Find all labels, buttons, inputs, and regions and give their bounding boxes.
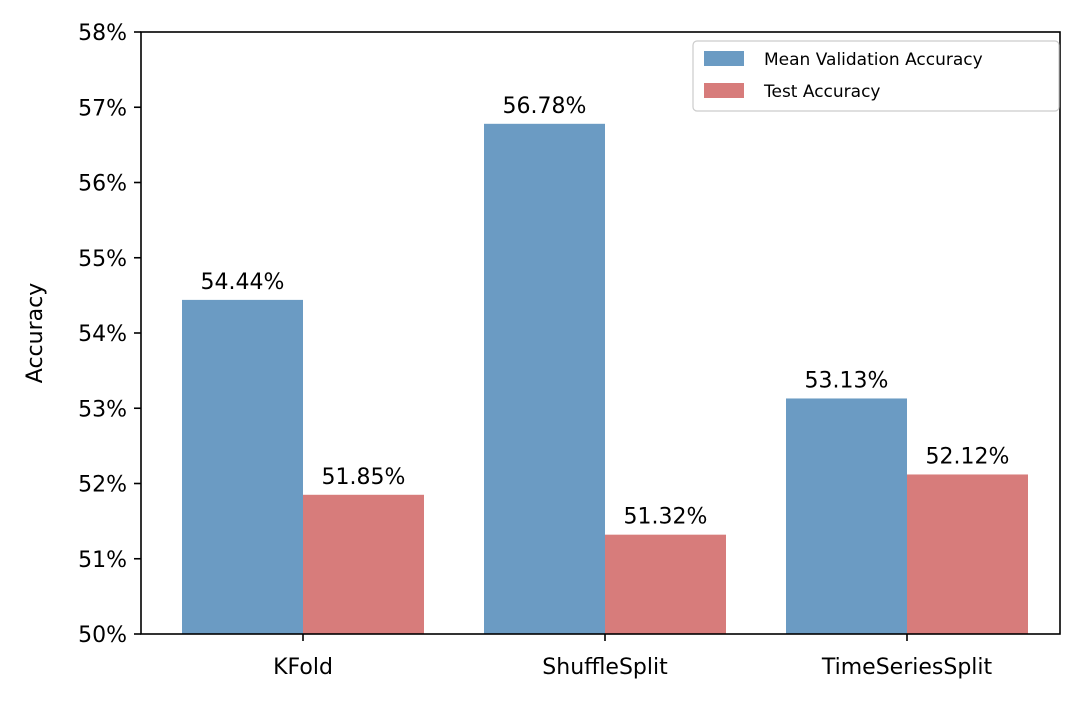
bar-labels-group: 54.44% 56.78% 53.13% 51.85% 51.32% 52.12%: [201, 94, 1010, 530]
y-tick-label: 57%: [78, 96, 127, 121]
y-tick-label: 50%: [78, 623, 127, 648]
bar-validation-shufflesplit: [484, 123, 605, 635]
legend-swatch-validation: [704, 51, 744, 66]
bar-validation-kfold: [182, 299, 303, 634]
bar-label-test-shufflesplit: 51.32%: [624, 505, 708, 530]
bars-group: [182, 123, 1028, 635]
bar-label-validation-shufflesplit: 56.78%: [503, 94, 587, 119]
legend: Mean Validation Accuracy Test Accuracy: [692, 40, 1060, 112]
legend-box: [692, 40, 1060, 112]
y-tick-label: 51%: [78, 548, 127, 573]
bar-label-test-kfold: 51.85%: [322, 465, 406, 490]
bar-label-validation-kfold: 54.44%: [201, 270, 285, 295]
x-tick-label: TimeSeriesSplit: [821, 655, 993, 680]
y-tick-label: 55%: [78, 247, 127, 272]
x-axis: KFold ShuffleSplit TimeSeriesSplit: [273, 634, 993, 680]
y-axis-title: Accuracy: [23, 283, 48, 383]
y-axis: 50% 51% 52% 53% 54% 55% 56% 57% 58%: [78, 21, 141, 648]
bar-validation-timeseriessplit: [786, 398, 907, 634]
bar-test-shufflesplit: [605, 534, 726, 634]
y-tick-label: 54%: [78, 322, 127, 347]
x-tick-label: KFold: [273, 655, 333, 680]
x-tick-label: ShuffleSplit: [542, 655, 668, 680]
legend-label-test: Test Accuracy: [763, 82, 881, 102]
bar-test-kfold: [303, 494, 424, 634]
bar-test-timeseriessplit: [907, 474, 1028, 634]
y-tick-label: 56%: [78, 172, 127, 197]
y-tick-label: 53%: [78, 397, 127, 422]
legend-label-validation: Mean Validation Accuracy: [764, 50, 983, 70]
bar-label-validation-timeseriessplit: 53.13%: [805, 368, 889, 393]
bar-label-test-timeseriessplit: 52.12%: [926, 444, 1010, 469]
y-tick-label: 58%: [78, 21, 127, 46]
y-tick-label: 52%: [78, 473, 127, 498]
legend-swatch-test: [704, 83, 744, 98]
